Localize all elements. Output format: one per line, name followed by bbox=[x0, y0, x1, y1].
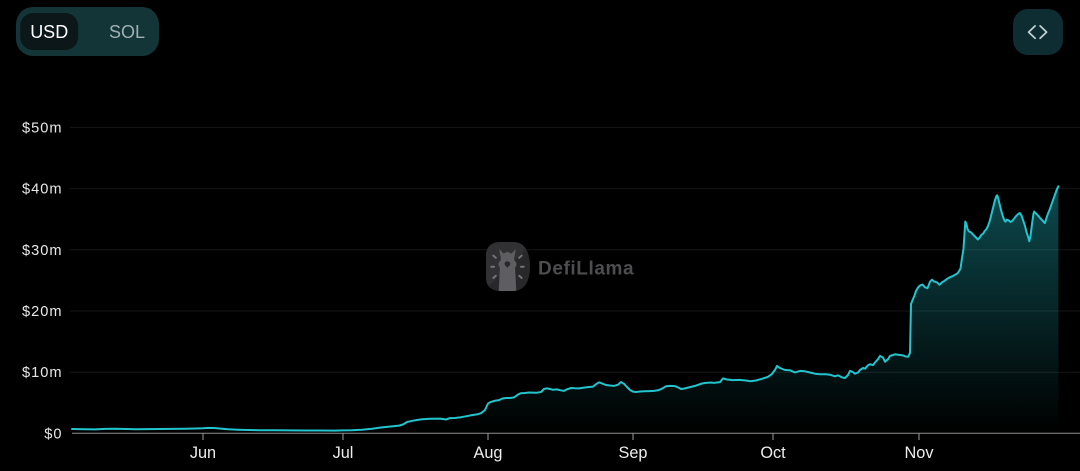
svg-text:Jun: Jun bbox=[190, 444, 216, 462]
svg-text:$50m: $50m bbox=[22, 120, 63, 136]
svg-text:Jul: Jul bbox=[333, 444, 354, 462]
svg-text:USD: USD bbox=[30, 22, 68, 42]
svg-text:Aug: Aug bbox=[474, 444, 503, 462]
svg-text:Nov: Nov bbox=[905, 444, 935, 462]
svg-text:$0: $0 bbox=[44, 426, 62, 442]
svg-text:Sep: Sep bbox=[619, 444, 648, 462]
svg-text:$20m: $20m bbox=[22, 304, 63, 320]
svg-text:Oct: Oct bbox=[760, 444, 786, 462]
svg-text:SOL: SOL bbox=[109, 22, 145, 42]
svg-text:$30m: $30m bbox=[22, 243, 63, 259]
svg-text:$40m: $40m bbox=[22, 182, 63, 198]
svg-text:DefiLlama: DefiLlama bbox=[538, 259, 634, 280]
svg-text:$10m: $10m bbox=[22, 365, 63, 381]
